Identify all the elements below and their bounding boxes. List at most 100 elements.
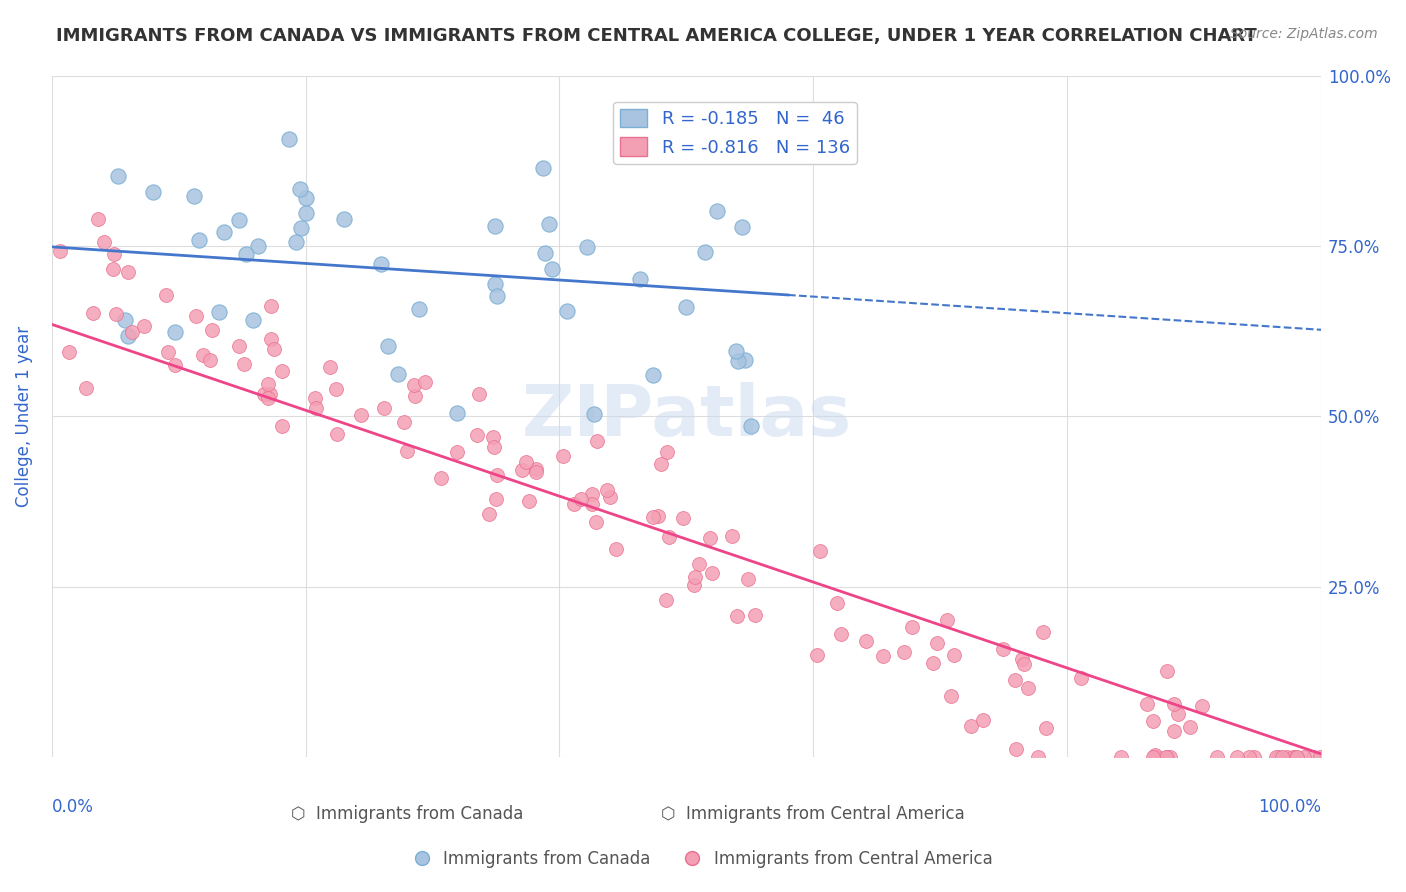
- Point: [402, 378, 425, 392]
- Point: [484, 219, 506, 234]
- Point: [526, 461, 548, 475]
- Point: [288, 182, 311, 196]
- Point: [1267, 750, 1289, 764]
- Point: [193, 348, 215, 362]
- Point: [582, 407, 605, 421]
- Point: [332, 212, 354, 227]
- Point: [395, 443, 418, 458]
- Point: [93, 235, 115, 250]
- Point: [921, 657, 943, 671]
- Point: [377, 339, 399, 353]
- Point: [734, 352, 756, 367]
- Point: [655, 593, 678, 607]
- Point: [524, 465, 547, 479]
- Point: [641, 510, 664, 524]
- Point: [1243, 750, 1265, 764]
- Point: [75, 381, 97, 395]
- Legend: Immigrants from Canada, Immigrants from Central America: Immigrants from Canada, Immigrants from …: [406, 844, 1000, 875]
- Point: [1017, 681, 1039, 695]
- Point: [256, 377, 278, 392]
- Point: [208, 305, 231, 319]
- Point: [806, 648, 828, 662]
- Text: 100.0%: 100.0%: [1258, 798, 1322, 816]
- Point: [486, 289, 509, 303]
- Point: [253, 387, 276, 401]
- Point: [517, 494, 540, 508]
- Point: [228, 212, 250, 227]
- Point: [1309, 750, 1331, 764]
- Text: ⬡  Immigrants from Canada: ⬡ Immigrants from Canada: [291, 805, 523, 823]
- Point: [683, 578, 706, 592]
- Point: [184, 309, 207, 323]
- Point: [534, 245, 557, 260]
- Point: [655, 444, 678, 458]
- Point: [155, 288, 177, 302]
- Point: [446, 444, 468, 458]
- Point: [893, 645, 915, 659]
- Point: [991, 642, 1014, 657]
- Point: [1032, 624, 1054, 639]
- Point: [725, 343, 748, 358]
- Point: [1226, 750, 1249, 764]
- Point: [200, 323, 222, 337]
- Point: [304, 391, 326, 405]
- Point: [1154, 750, 1177, 764]
- Point: [515, 455, 537, 469]
- Point: [319, 359, 342, 374]
- Point: [706, 204, 728, 219]
- Point: [188, 233, 211, 247]
- Point: [581, 496, 603, 510]
- Point: [725, 609, 748, 624]
- Point: [49, 244, 72, 259]
- Point: [468, 387, 491, 401]
- Point: [872, 649, 894, 664]
- Text: 0.0%: 0.0%: [52, 798, 94, 816]
- Point: [484, 440, 506, 454]
- Y-axis label: College, Under 1 year: College, Under 1 year: [15, 326, 32, 507]
- Text: IMMIGRANTS FROM CANADA VS IMMIGRANTS FROM CENTRAL AMERICA COLLEGE, UNDER 1 YEAR : IMMIGRANTS FROM CANADA VS IMMIGRANTS FRO…: [56, 27, 1257, 45]
- Text: ⬡  Immigrants from Central America: ⬡ Immigrants from Central America: [661, 805, 965, 823]
- Point: [972, 713, 994, 727]
- Point: [1275, 750, 1298, 764]
- Point: [1026, 750, 1049, 764]
- Point: [198, 353, 221, 368]
- Point: [647, 509, 669, 524]
- Point: [688, 557, 710, 571]
- Point: [731, 220, 754, 235]
- Point: [387, 367, 409, 381]
- Legend: R = -0.185   N =  46, R = -0.816   N = 136: R = -0.185 N = 46, R = -0.816 N = 136: [613, 102, 858, 164]
- Point: [484, 277, 506, 292]
- Point: [562, 497, 585, 511]
- Point: [1163, 697, 1185, 711]
- Point: [935, 613, 957, 627]
- Point: [744, 607, 766, 622]
- Point: [658, 530, 681, 544]
- Point: [675, 300, 697, 314]
- Point: [1146, 750, 1168, 764]
- Point: [290, 220, 312, 235]
- Point: [1180, 721, 1202, 735]
- Point: [693, 244, 716, 259]
- Point: [392, 415, 415, 429]
- Point: [699, 531, 721, 545]
- Point: [260, 299, 283, 313]
- Point: [325, 382, 347, 396]
- Point: [855, 634, 877, 648]
- Point: [510, 463, 533, 477]
- Point: [271, 418, 294, 433]
- Point: [925, 636, 948, 650]
- Point: [370, 257, 392, 271]
- Point: [683, 569, 706, 583]
- Point: [1035, 721, 1057, 735]
- Point: [1004, 673, 1026, 688]
- Point: [163, 325, 186, 339]
- Point: [242, 312, 264, 326]
- Point: [114, 313, 136, 327]
- Point: [825, 596, 848, 610]
- Point: [1286, 750, 1309, 764]
- Text: Source: ZipAtlas.com: Source: ZipAtlas.com: [1230, 27, 1378, 41]
- Point: [246, 239, 269, 253]
- Point: [183, 188, 205, 202]
- Point: [1237, 750, 1260, 764]
- Point: [540, 262, 562, 277]
